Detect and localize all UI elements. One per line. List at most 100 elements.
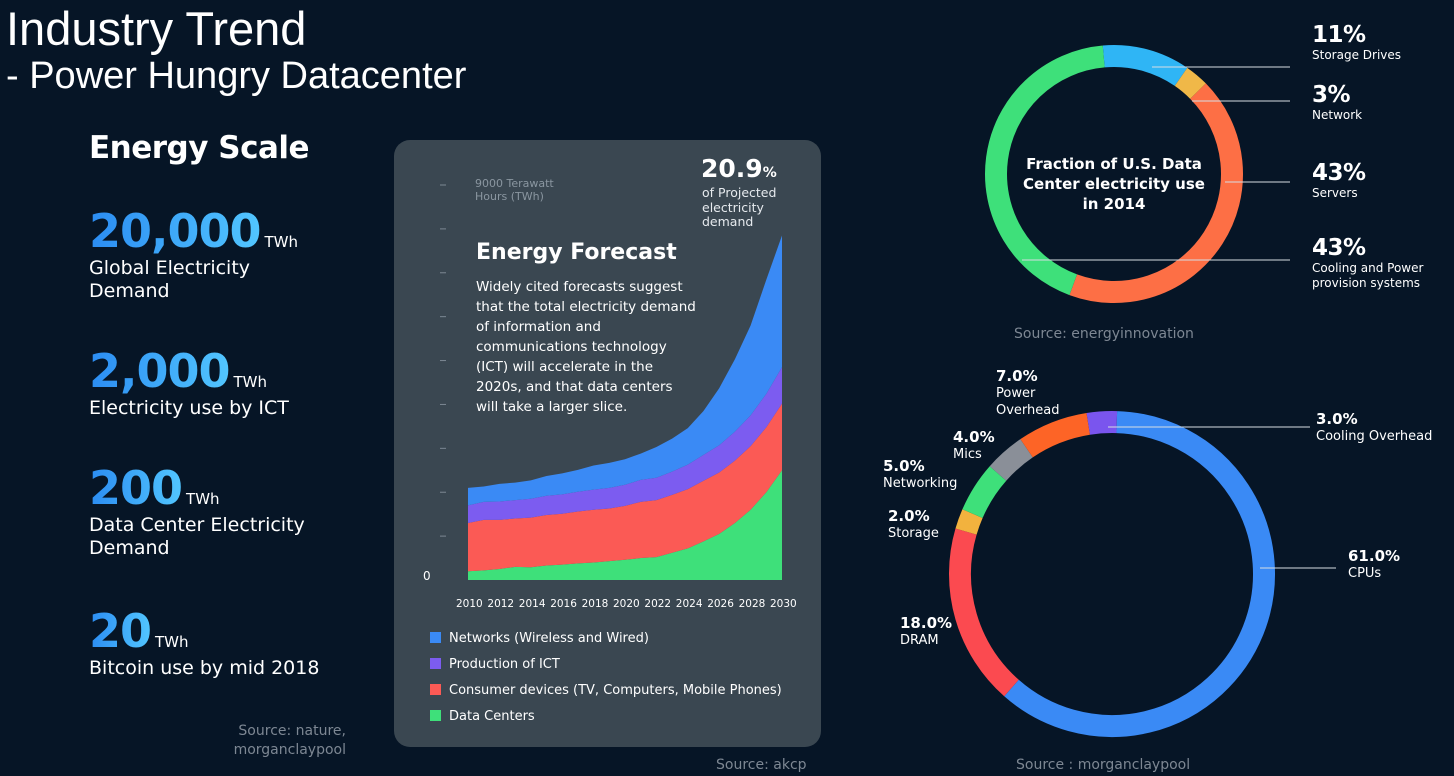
x-tick-label: 2020 <box>613 598 640 610</box>
x-tick-label: 2012 <box>487 598 515 610</box>
donut1-label-network: 3% Network <box>1312 82 1362 123</box>
stat-unit: TWh <box>155 633 189 651</box>
slice-cpus <box>1004 411 1275 737</box>
slice-power-overhead <box>1020 413 1091 458</box>
legend-label: Production of ICT <box>449 657 560 672</box>
donut1-name: Cooling and Power provision systems <box>1312 261 1424 290</box>
donut1-label-storage-drives: 11% Storage Drives <box>1312 22 1401 63</box>
donut2-name: DRAM <box>900 633 939 648</box>
stat-datacenter-demand: 200 TWh Data Center Electricity Demand <box>89 462 329 560</box>
legend-label: Data Centers <box>449 709 535 724</box>
donut1-pct: 11% <box>1312 22 1366 48</box>
slice-mics <box>989 439 1033 481</box>
y-axis-zero-label: 0 <box>423 569 431 583</box>
donut1-name: Network <box>1312 108 1363 122</box>
donut1-pct: 43% <box>1312 235 1366 261</box>
area-production-of-ict <box>468 367 782 523</box>
slice-storage-drives <box>1102 45 1188 87</box>
donut2-pct: 3.0% <box>1316 410 1358 428</box>
donut1-pct: 3% <box>1312 82 1351 108</box>
donut2-pct: 2.0% <box>888 507 930 525</box>
donut1-name: Servers <box>1312 186 1358 200</box>
donut2-label-storage: 2.0% Storage <box>888 508 939 542</box>
donut2-name: Networking <box>883 476 958 491</box>
x-tick-label: 2010 <box>456 598 483 610</box>
stat-value: 2,000 <box>89 344 231 398</box>
donut2-pct: 18.0% <box>900 614 953 632</box>
x-tick-label: 2028 <box>738 598 766 610</box>
donut2-label-power-overhead: 7.0% Power Overhead <box>996 368 1076 419</box>
donut2-name: Power Overhead <box>996 386 1060 418</box>
legend-data-centers: Data Centers <box>430 709 535 724</box>
stat-value: 20 <box>89 604 152 658</box>
stat-unit: TWh <box>233 373 268 391</box>
stat-ict-use: 2,000 TWh Electricity use by ICT <box>89 345 329 420</box>
stat-desc: Bitcoin use by mid 2018 <box>89 657 320 679</box>
x-tick-label: 2026 <box>707 598 734 610</box>
area-data-centers <box>468 470 782 580</box>
legend-production-ict: Production of ICT <box>430 657 560 672</box>
x-tick-label: 2024 <box>675 598 703 610</box>
donut2-pct: 7.0% <box>996 367 1038 385</box>
forecast-areas <box>468 235 782 580</box>
slide-subtitle: - Power Hungry Datacenter <box>6 55 467 97</box>
forecast-title: Energy Forecast <box>476 240 677 265</box>
donut2-name: Cooling Overhead <box>1316 429 1433 444</box>
x-tick-label: 2018 <box>581 598 609 610</box>
slice-cooling-overhead <box>1086 411 1118 435</box>
forecast-description: Widely cited forecasts suggest that the … <box>476 279 696 415</box>
projected-pct-note: of Projected electricity demand <box>702 185 777 229</box>
donut1-slices <box>985 45 1290 303</box>
legend-swatch <box>430 710 441 721</box>
donut2-label-mics: 4.0% Mics <box>953 429 995 463</box>
energy-scale-heading: Energy Scale <box>89 130 310 166</box>
projected-pct-value: 20.9 <box>701 154 763 183</box>
stat-bitcoin-use: 20 TWh Bitcoin use by mid 2018 <box>89 605 329 680</box>
donut1-label-servers: 43% Servers <box>1312 160 1366 201</box>
stat-value: 20,000 <box>89 204 262 258</box>
forecast-source: Source: akcp <box>716 757 807 773</box>
legend-swatch <box>430 632 441 643</box>
slide-title: Industry Trend <box>6 2 307 55</box>
energy-scale-source: Source: nature, morganclaypool <box>233 723 346 758</box>
x-tick-label: 2030 <box>770 598 797 610</box>
area-consumer-devices-tv-computers-mobile-phones <box>468 403 782 572</box>
x-tick-label: 2016 <box>550 598 577 610</box>
stat-desc: Data Center Electricity Demand <box>89 514 305 559</box>
slice-dram <box>949 528 1019 697</box>
x-tick-label: 2014 <box>518 598 546 610</box>
x-tick-label: 2022 <box>644 598 672 610</box>
legend-networks: Networks (Wireless and Wired) <box>430 631 649 646</box>
donut2-pct: 61.0% <box>1348 547 1401 565</box>
projected-pct-sign: % <box>762 165 777 181</box>
donut2-pct: 4.0% <box>953 428 995 446</box>
donut2-label-cpus: 61.0% CPUs <box>1348 548 1400 582</box>
legend-label: Networks (Wireless and Wired) <box>449 631 649 646</box>
slice-servers <box>1069 83 1243 303</box>
stat-global-demand: 20,000 TWh Global Electricity Demand <box>89 205 329 303</box>
slice-storage <box>955 509 983 535</box>
donut1-name: Storage Drives <box>1312 48 1402 62</box>
donut2-name: Mics <box>953 447 982 462</box>
forecast-gridticks <box>440 184 446 537</box>
stat-value: 200 <box>89 461 183 515</box>
donut2-label-dram: 18.0% DRAM <box>900 615 952 649</box>
donut1-pct: 43% <box>1312 160 1366 186</box>
donut2-label-networking: 5.0% Networking <box>883 458 957 492</box>
projected-pct: 20.9% <box>701 154 777 183</box>
stat-desc: Global Electricity Demand <box>89 257 251 302</box>
donut2-pct: 5.0% <box>883 457 925 475</box>
donut1-label-cooling-power: 43% Cooling and Power provision systems <box>1312 235 1442 291</box>
slice-networking <box>962 466 1007 519</box>
stat-unit: TWh <box>186 490 220 508</box>
donut1-chart <box>985 45 1290 303</box>
y-axis-top-label: 9000 Terawatt Hours (TWh) <box>475 177 554 203</box>
donut1-source: Source: energyinnovation <box>1014 326 1194 342</box>
legend-consumer-devices: Consumer devices (TV, Computers, Mobile … <box>430 683 782 698</box>
donut2-label-cooling-overhead: 3.0% Cooling Overhead <box>1316 411 1432 445</box>
donut2-name: Storage <box>888 526 939 541</box>
donut2-chart <box>949 411 1336 737</box>
legend-swatch <box>430 684 441 695</box>
donut2-source: Source : morganclaypool <box>1016 757 1191 773</box>
slice-network <box>1174 67 1206 100</box>
